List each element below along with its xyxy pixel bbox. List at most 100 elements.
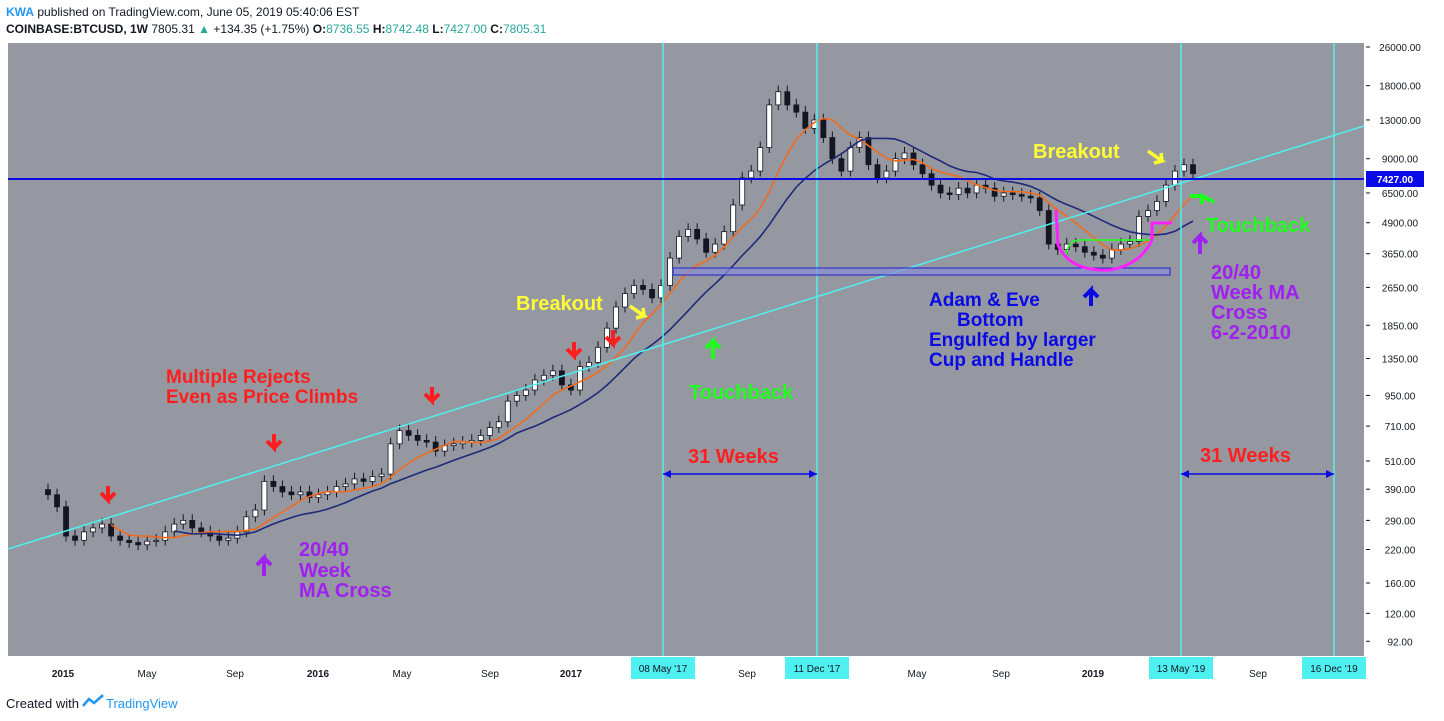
candle-body [1117, 243, 1124, 250]
x-tick-label: Sep [226, 669, 244, 680]
candle-body [405, 430, 412, 436]
low-value: 7427.00 [443, 22, 487, 36]
footer: Created with TradingView [0, 690, 1444, 721]
publish-line: KWA published on TradingView.com, June 0… [6, 5, 359, 19]
date-label-bg [631, 657, 695, 679]
candle-body [270, 480, 277, 487]
range-left-arrowhead [663, 470, 671, 478]
candle-body [522, 389, 529, 396]
high-value: 8742.48 [385, 22, 429, 36]
candle-body [1099, 254, 1106, 259]
candle-body [180, 519, 187, 525]
green-arrow-icon [704, 336, 722, 359]
candle-body [153, 539, 160, 542]
price-axis[interactable] [1366, 43, 1444, 656]
candle-body [766, 104, 773, 148]
candle-body [72, 535, 78, 541]
x-tick-label: May [393, 669, 412, 680]
candle-body [757, 147, 764, 172]
range-left-arrowhead-right [809, 470, 817, 478]
red-arrow-icon [423, 387, 441, 406]
y-tick-label: 220.00 [1385, 545, 1416, 556]
price-tag: 7427.00 [1366, 171, 1424, 187]
candle-body [964, 187, 971, 194]
y-tick-label: 160.00 [1385, 579, 1416, 590]
candle-body [1126, 241, 1133, 245]
red-arrow-icon [99, 486, 117, 505]
candle-body [1081, 246, 1088, 253]
candle-body [423, 439, 430, 443]
candle-body [144, 540, 151, 546]
candle-body [450, 443, 457, 447]
ma20-line [110, 117, 1194, 539]
annotation-text: 20/40 [299, 539, 349, 561]
x-tick-label: May [138, 669, 157, 680]
candle-body [414, 435, 421, 441]
candle-body [504, 400, 511, 423]
annotation-text: Touchback [1206, 215, 1311, 237]
y-tick-label: 4900.00 [1382, 219, 1419, 230]
price-tag-text: 7427.00 [1377, 175, 1414, 186]
close-value: 7805.31 [502, 22, 547, 36]
date-label-bg [1149, 657, 1213, 679]
y-tick-label: 510.00 [1385, 457, 1416, 468]
candle-body [126, 539, 133, 543]
candle-body [946, 192, 953, 195]
y-tick-label: 950.00 [1385, 391, 1416, 402]
x-tick-label: May [908, 669, 927, 680]
y-tick-label: 290.00 [1385, 516, 1416, 527]
low-label: L: [432, 22, 444, 36]
candle-body [477, 435, 484, 441]
annotation-text: Bottom [957, 310, 1023, 331]
up-arrow-icon: ▲ [198, 22, 210, 36]
y-tick-label: 13000.00 [1379, 116, 1421, 127]
candle-body [1181, 164, 1187, 172]
price-chart[interactable]: 26000.00 18000.00 13000.00 9000.00 6500.00 49… [0, 40, 1444, 690]
author-name[interactable]: KWA [6, 5, 34, 19]
candle-body [171, 523, 178, 533]
y-tick-label: 92.00 [1387, 637, 1412, 648]
candle-body [1108, 249, 1115, 259]
candle-body [712, 243, 719, 253]
close-label: C: [490, 22, 503, 36]
candle-body [667, 257, 673, 286]
candle-body [721, 231, 728, 245]
moving-averages [110, 117, 1194, 539]
annotation-labels: Multiple Rejects Even as Price Climbs 20… [166, 141, 1311, 602]
date-label: 08 May '17 [639, 664, 688, 675]
candle-body [54, 494, 60, 508]
candle-body [396, 430, 403, 445]
publish-info: published on TradingView.com, June 05, 2… [37, 5, 360, 19]
y-tick-label: 9000.00 [1382, 155, 1419, 166]
candle-body [252, 509, 259, 518]
candle-body [1072, 243, 1079, 248]
candle-body [315, 494, 322, 499]
yellow-arrow-icon [1146, 149, 1167, 165]
annotation-text: Adam & Eve [929, 290, 1040, 311]
candle-body [135, 542, 142, 546]
date-label-bg [785, 657, 849, 679]
plot-area[interactable] [8, 43, 1364, 656]
annotation-text: Engulfed by larger [929, 330, 1096, 351]
candle-body [829, 137, 836, 160]
candle-body [1136, 216, 1142, 242]
candle-body [540, 374, 547, 381]
annotation-text: 20/40 [1211, 262, 1261, 284]
x-tick-label: 2015 [52, 669, 75, 680]
open-value: 8736.55 [326, 22, 370, 36]
x-tick-label: Sep [1249, 669, 1267, 680]
symbol-name[interactable]: COINBASE:BTCUSD, 1W [6, 22, 149, 36]
candle-body [288, 491, 295, 496]
candle-body [369, 476, 376, 482]
ma40-line [174, 137, 1194, 537]
blue-arrow-icon [1082, 285, 1100, 306]
adam-eve-path [1065, 239, 1150, 256]
annotation-text: Cup and Handle [929, 350, 1074, 371]
candle-body [973, 184, 980, 194]
candle-body [775, 91, 782, 106]
candle-body [432, 441, 439, 452]
purple-arrow-icon [1191, 231, 1209, 254]
tradingview-link[interactable]: TradingView [106, 696, 178, 711]
date-label: 11 Dec '17 [794, 664, 841, 675]
candle-body [586, 362, 592, 367]
